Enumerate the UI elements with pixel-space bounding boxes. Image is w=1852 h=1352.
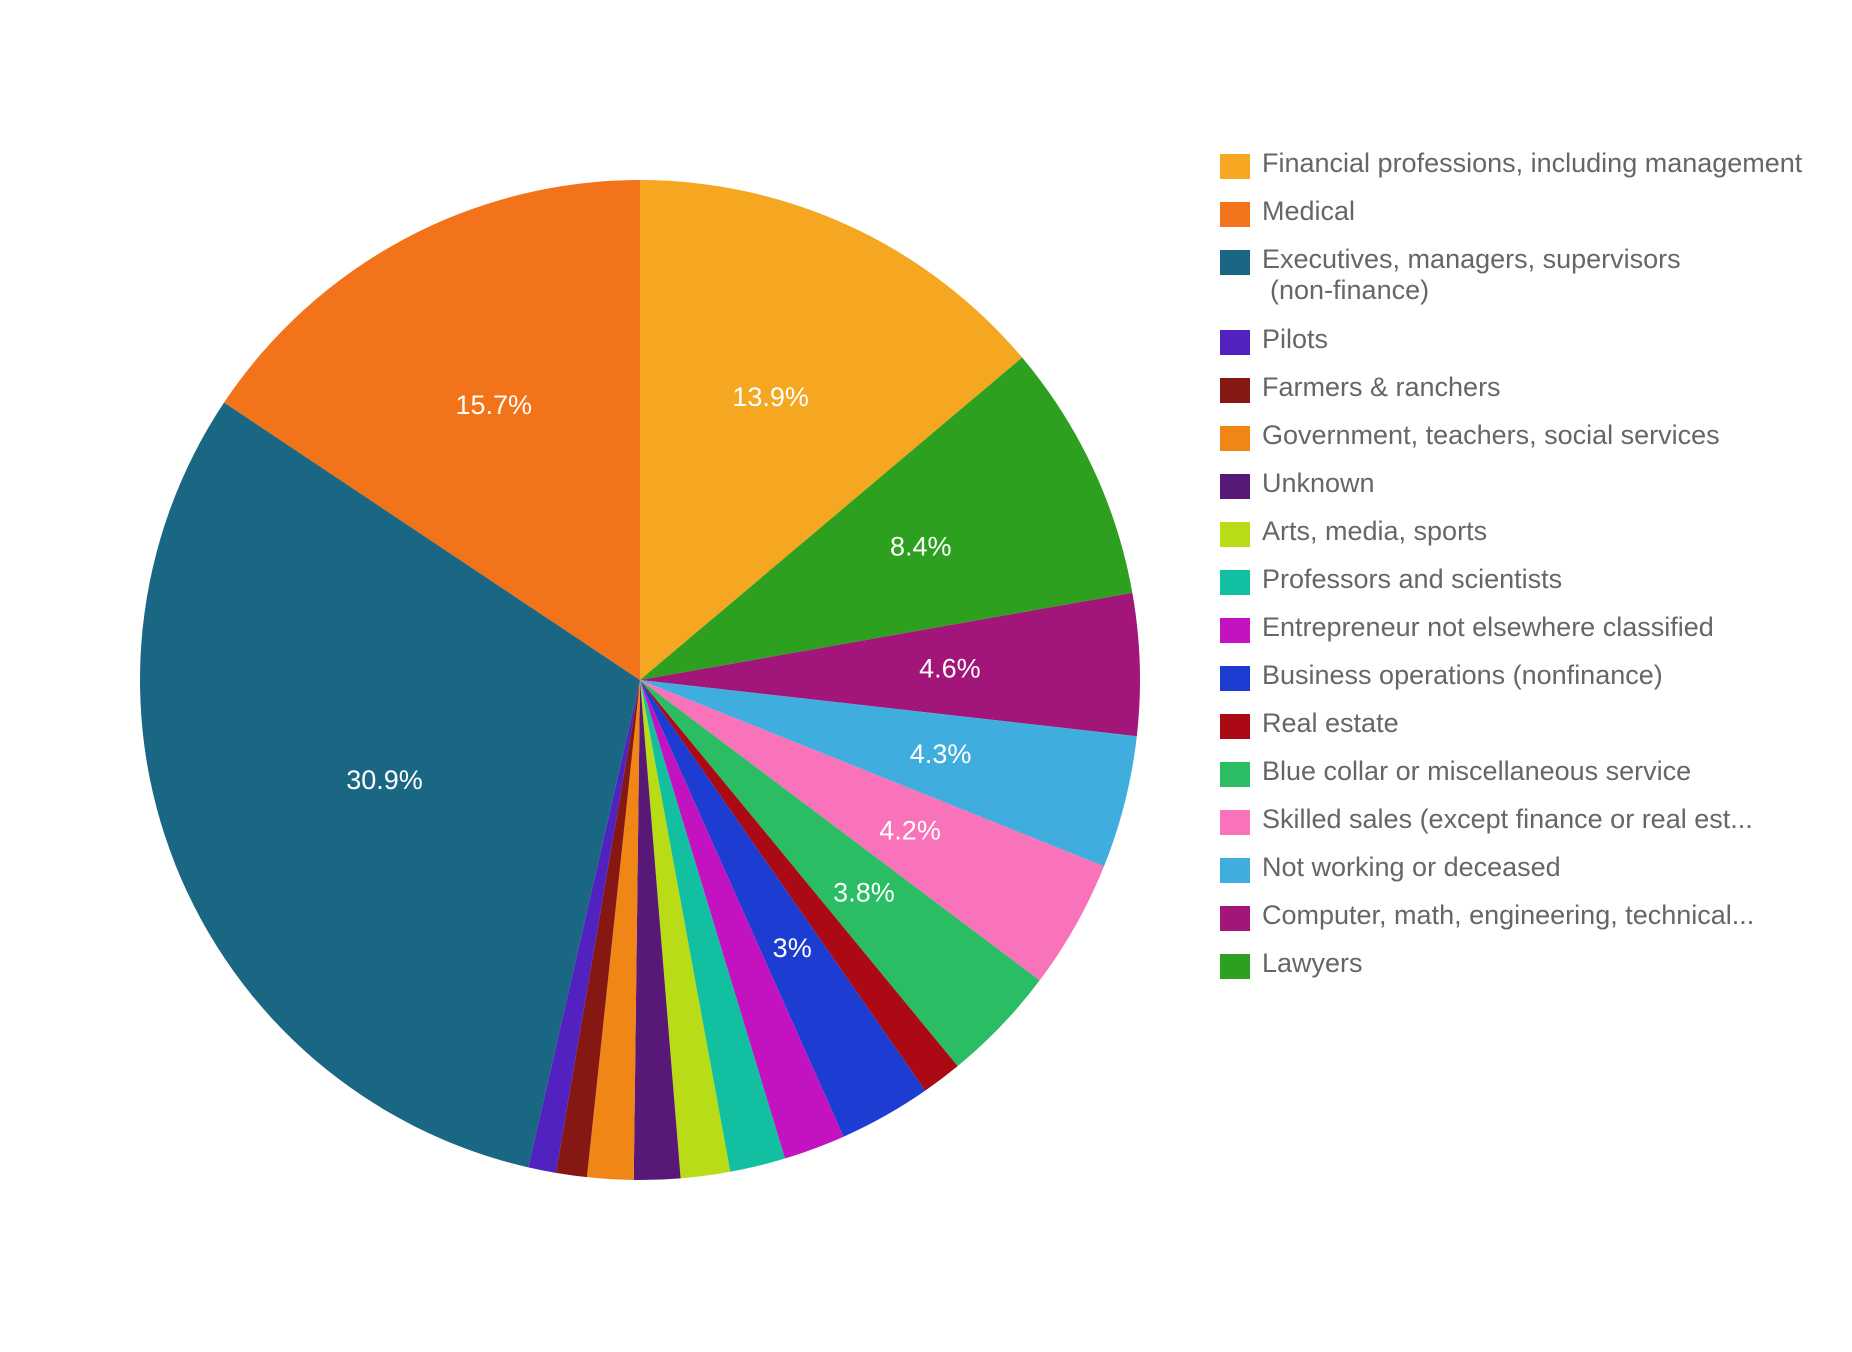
legend-label: Lawyers [1262, 948, 1363, 979]
pie-slice-label: 4.2% [879, 815, 941, 845]
legend-item: Blue collar or miscellaneous service [1220, 756, 1802, 804]
legend-swatch [1220, 154, 1250, 179]
legend-swatch [1220, 906, 1250, 931]
pie-slice-label: 3% [773, 933, 812, 963]
legend-label: Arts, media, sports [1262, 516, 1487, 547]
legend-swatch [1220, 474, 1250, 499]
legend-item: Financial professions, including managem… [1220, 148, 1802, 196]
legend-item: Not working or deceased [1220, 852, 1802, 900]
legend-swatch [1220, 522, 1250, 547]
legend-swatch [1220, 858, 1250, 883]
legend-item: Real estate [1220, 708, 1802, 756]
legend-swatch [1220, 666, 1250, 691]
legend-item: Professors and scientists [1220, 564, 1802, 612]
legend-swatch [1220, 202, 1250, 227]
legend-label: Blue collar or miscellaneous service [1262, 756, 1691, 787]
pie-slice-label: 3.8% [833, 877, 895, 907]
legend-item: Medical [1220, 196, 1802, 244]
legend-item: Business operations (nonfinance) [1220, 660, 1802, 708]
legend-item: Skilled sales (except finance or real es… [1220, 804, 1802, 852]
legend-label: Unknown [1262, 468, 1375, 499]
legend-label: Pilots [1262, 324, 1328, 355]
legend-swatch [1220, 810, 1250, 835]
pie-slice-label: 15.7% [455, 390, 532, 420]
legend-label: Executives, managers, supervisors [1262, 244, 1681, 275]
legend-label: Government, teachers, social services [1262, 420, 1720, 451]
pie-slice-label: 13.9% [732, 382, 809, 412]
legend-label: Financial professions, including managem… [1262, 148, 1802, 179]
legend-swatch [1220, 714, 1250, 739]
pie-slice-label: 8.4% [890, 532, 952, 562]
legend-swatch [1220, 954, 1250, 979]
legend-item: Government, teachers, social services [1220, 420, 1802, 468]
legend-label: Farmers & ranchers [1262, 372, 1501, 403]
legend-swatch [1220, 378, 1250, 403]
legend-item: Executives, managers, supervisors(non-fi… [1220, 244, 1802, 324]
legend-item: Computer, math, engineering, technical..… [1220, 900, 1802, 948]
legend: Financial professions, including managem… [1220, 148, 1802, 996]
legend-label: Entrepreneur not elsewhere classified [1262, 612, 1714, 643]
legend-swatch [1220, 762, 1250, 787]
legend-label: Not working or deceased [1262, 852, 1561, 883]
legend-label: Professors and scientists [1262, 564, 1562, 595]
legend-label: Computer, math, engineering, technical..… [1262, 900, 1754, 931]
pie-slice-label: 4.6% [919, 653, 981, 683]
legend-label: Medical [1262, 196, 1355, 227]
legend-swatch [1220, 618, 1250, 643]
legend-item: Farmers & ranchers [1220, 372, 1802, 420]
legend-item: Lawyers [1220, 948, 1802, 996]
legend-item: Pilots [1220, 324, 1802, 372]
legend-label: Real estate [1262, 708, 1399, 739]
legend-item: Arts, media, sports [1220, 516, 1802, 564]
legend-swatch [1220, 330, 1250, 355]
legend-swatch [1220, 426, 1250, 451]
pie-slice-label: 30.9% [346, 765, 423, 795]
pie-slice-label: 4.3% [910, 739, 972, 769]
legend-label: Skilled sales (except finance or real es… [1262, 804, 1753, 835]
legend-label: (non-finance) [1270, 275, 1681, 306]
legend-item: Unknown [1220, 468, 1802, 516]
legend-item: Entrepreneur not elsewhere classified [1220, 612, 1802, 660]
chart-stage: 13.9% 8.4% 4.6% 4.3% 4.2% 3.8% 3% 30.9% 15.7% Fi… [0, 0, 1852, 1352]
legend-swatch [1220, 570, 1250, 595]
legend-swatch [1220, 250, 1250, 275]
legend-label: Business operations (nonfinance) [1262, 660, 1663, 691]
